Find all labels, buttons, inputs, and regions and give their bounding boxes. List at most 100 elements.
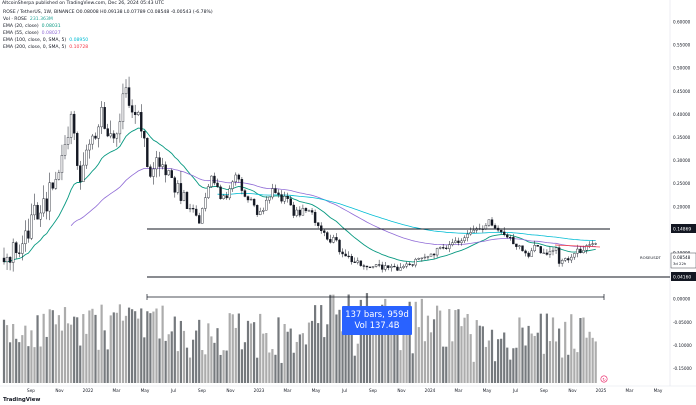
volume-bar <box>396 312 399 383</box>
candle <box>533 245 536 252</box>
candle <box>387 265 390 268</box>
candle <box>60 155 64 173</box>
volume-bar <box>21 335 24 383</box>
candle <box>222 195 225 200</box>
volume-bar <box>73 316 76 383</box>
candle <box>115 133 119 139</box>
candle <box>377 264 381 266</box>
indicator-ema100[interactable]: EMA (100, close, 0, SMA, 5) 0.08950 <box>3 38 89 43</box>
volume-bar <box>155 308 158 383</box>
volume-bar <box>283 324 286 383</box>
price-tick-label: -0.10000 <box>673 343 692 348</box>
candle <box>542 252 546 254</box>
volume-bar <box>100 304 103 383</box>
candle <box>127 87 131 106</box>
candle <box>97 126 100 139</box>
volume-bar <box>24 325 27 383</box>
time-tick-label: Nov <box>55 388 64 393</box>
measure-bars-text: 137 bars, 959d <box>345 309 409 319</box>
volume-bar <box>408 301 411 383</box>
candle <box>182 192 186 201</box>
candle <box>158 157 161 167</box>
current-symbol-label: ROSEUSDT <box>640 255 662 260</box>
volume-bar <box>219 354 222 383</box>
current-price-badge <box>670 252 696 269</box>
volume-bar <box>558 328 561 383</box>
candle <box>350 256 353 263</box>
time-tick-label: Mar <box>113 388 121 393</box>
volume-bar <box>411 353 414 383</box>
indicator-ema20[interactable]: EMA (20, close) 0.08031 <box>3 24 61 29</box>
volume-bar <box>289 328 292 383</box>
volume-bar <box>426 315 430 383</box>
volume-bar <box>320 305 323 383</box>
candle <box>191 208 195 210</box>
indicator-ema200[interactable]: EMA (200, close, 0, SMA, 5) 0.10728 <box>3 45 89 50</box>
time-tick-label: Sep <box>198 388 206 393</box>
volume-bar <box>60 330 64 383</box>
price-tick-label: 0.00000 <box>673 297 691 302</box>
candle <box>216 182 219 188</box>
candle <box>414 258 417 266</box>
candle <box>252 198 256 206</box>
candle <box>527 252 530 257</box>
candle <box>448 244 451 249</box>
tradingview-logo[interactable]: TradingView <box>3 397 41 403</box>
time-tick-label: Mar <box>284 388 292 393</box>
volume-bar <box>463 317 466 383</box>
candle <box>42 198 45 214</box>
candle <box>57 172 61 180</box>
candle <box>356 260 359 263</box>
time-tick-label: Jul <box>170 388 176 393</box>
candle <box>14 242 18 254</box>
volume-bar <box>103 330 106 383</box>
volume-bar <box>207 323 210 383</box>
event-icon[interactable] <box>600 375 608 383</box>
indicator-ema55[interactable]: EMA (55, close) 0.08027 <box>3 31 61 36</box>
candle <box>292 204 295 216</box>
current-price-value: 0.08548 <box>673 255 691 260</box>
volume-bar <box>472 361 475 383</box>
volume-bar <box>91 308 94 383</box>
candle <box>176 183 180 193</box>
candle <box>140 112 143 132</box>
candle <box>329 239 332 243</box>
symbol-line[interactable]: ROSE / TetherUS, 1W, BINANCE O0.08008 H0… <box>3 10 213 15</box>
measure-box[interactable]: 137 bars, 959d Vol 137.4B <box>342 306 412 335</box>
volume-bar <box>594 341 597 383</box>
price-tick-label: 0.30000 <box>673 158 691 163</box>
candle <box>408 263 411 265</box>
candle <box>213 175 216 184</box>
volume-bar <box>561 357 564 383</box>
candle <box>332 237 335 243</box>
volume-bar <box>359 299 362 383</box>
candle <box>265 199 268 211</box>
volume-bar <box>484 346 487 383</box>
time-tick-label: Sep <box>540 388 548 393</box>
volume-bar <box>167 334 170 383</box>
time-tick-label: Jul <box>512 388 518 393</box>
event-icon-glyph: ↻ <box>602 377 605 382</box>
candle <box>445 247 448 249</box>
volume-bar <box>350 335 353 383</box>
candle <box>460 240 463 243</box>
candle <box>255 205 259 215</box>
candle <box>506 234 509 238</box>
candle <box>204 197 207 209</box>
volume-bar <box>454 310 457 383</box>
candle <box>564 258 567 261</box>
volume-bar <box>314 305 317 383</box>
candle <box>36 204 39 220</box>
volume-bar <box>579 318 582 383</box>
candle <box>277 192 280 195</box>
candle <box>582 250 585 254</box>
candle <box>2 257 6 263</box>
volume-bar <box>109 315 112 383</box>
volume-bar <box>591 337 594 383</box>
volume-bar <box>518 317 521 383</box>
indicator-vol[interactable]: Vol · ROSE 231.363M <box>3 17 53 22</box>
price-tick-label: 0.45000 <box>673 89 691 94</box>
volume-bar <box>115 312 118 383</box>
volume-bar <box>204 354 207 383</box>
